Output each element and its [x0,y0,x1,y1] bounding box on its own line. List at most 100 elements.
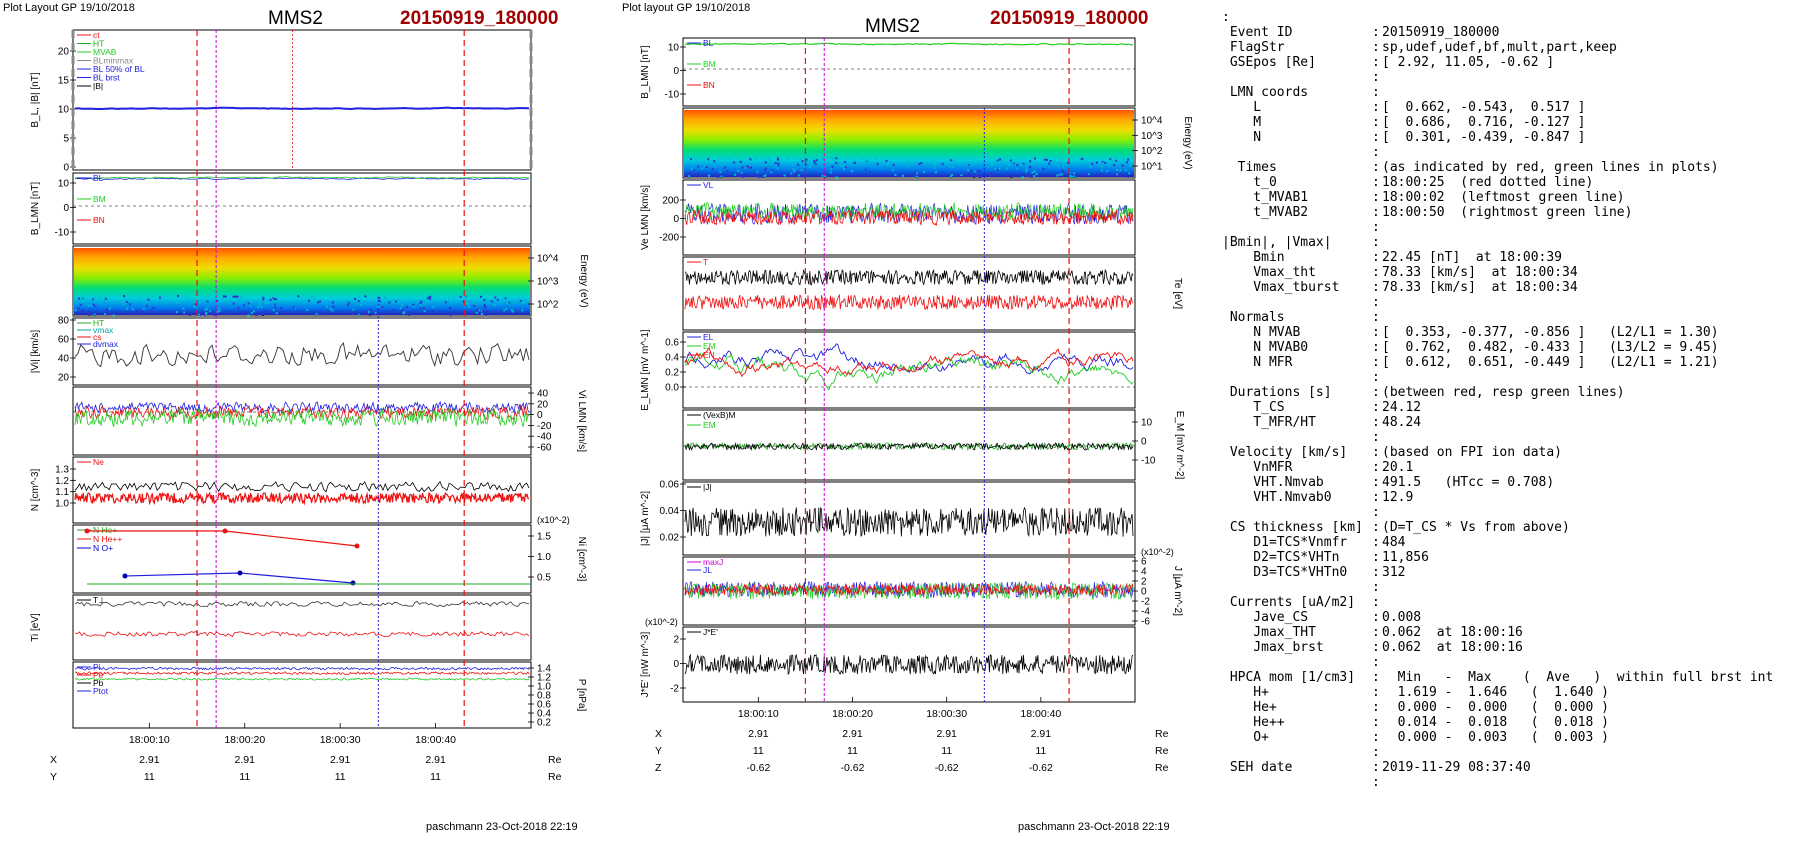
info-row: : [1222,745,1802,760]
spectrogram-pixel [1035,173,1038,176]
spectrogram-pixel [486,310,489,313]
spectrogram-pixel [804,163,807,166]
info-colon: : [1372,25,1380,40]
x-tick-label: 18:00:40 [1020,708,1061,720]
spectrogram-pixel [1069,175,1072,178]
spectrogram-pixel [240,312,243,315]
spectrogram-pixel [1070,175,1073,178]
spectrogram-pixel [764,161,767,164]
info-label: Event ID [1222,25,1293,40]
spectrogram-pixel [94,305,97,308]
panel-frame [72,386,532,456]
plot-panel: 1.5 1.0 0.5 Ni [cm^-3] (x10^-2) N He+N He++N … [72,515,587,594]
info-colon: : [1372,295,1380,310]
y-tick-label: 0.02 [660,533,680,544]
spectrogram-pixel [264,302,267,305]
y-tick-label: -2 [1141,597,1150,608]
ephemeris-label: Y [50,771,57,783]
spectrogram-pixel [844,166,847,169]
spectrogram-pixel [740,171,743,174]
spectrogram-pixel [273,303,276,306]
info-label: GSEpos [Re] [1222,55,1316,70]
y-axis-label: E_LMN [mV m^-1] [640,329,651,411]
spectrogram-pixel [331,309,334,312]
info-label: N MVAB [1222,325,1301,340]
spectrogram-pixel [357,300,360,303]
spectrogram-pixel [850,170,853,173]
spectrogram-pixel [793,173,796,176]
info-label: L [1222,100,1262,115]
spectrogram-pixel [1057,165,1060,168]
spectrogram-pixel [690,158,693,161]
spectrogram-pixel [523,301,526,304]
spectrogram-pixel [505,307,508,310]
y-tick-label: 10^2 [1141,146,1163,157]
ephemeris-value: -0.62 [424,788,448,790]
y-tick-label: 1.4 [537,664,551,675]
spectrogram-pixel [1113,164,1116,167]
spectrogram-pixel [1126,161,1129,164]
spectrogram-pixel [967,169,970,172]
y-tick-label: 80 [58,316,70,327]
spectrogram-pixel [175,299,178,302]
info-label: Durations [s] [1222,385,1332,400]
spectrogram-pixel [764,167,767,170]
spectrogram-pixel [813,161,816,164]
spectrogram-pixel [1081,157,1084,160]
spectrogram-pixel [864,168,867,171]
spectrogram-pixel [134,311,137,314]
info-label: Jave_CS [1222,610,1309,625]
y-tick-label: -60 [537,443,552,454]
spectrogram-pixel [152,306,155,309]
spectrogram-pixel [874,157,877,160]
spectrogram-pixel [250,311,253,314]
spectrogram-pixel [232,295,235,298]
spectrogram-pixel [703,174,706,177]
spectrogram-pixel [218,309,221,312]
y-tick-label: 0.6 [537,700,551,711]
info-colon: : [1372,40,1380,55]
series-line [74,176,530,180]
spectrogram-pixel [315,313,318,316]
ephemeris-label: X [655,728,662,740]
info-label [1222,505,1372,520]
spectrogram-pixel [756,171,759,174]
spectrogram-pixel [697,172,700,175]
spectrogram-pixel [363,311,366,314]
spectrogram-pixel [175,311,178,314]
y-tick-label: 0 [673,214,679,225]
spectrogram-pixel [1075,162,1078,165]
spectrogram-pixel [275,300,278,303]
spectrogram-pixel [822,157,825,160]
y-tick-label: 10^1 [1141,162,1163,173]
spectrogram-pixel [240,295,243,298]
spectrogram-pixel [258,298,261,301]
series-line [74,480,530,493]
spectrogram-pixel [475,311,478,314]
info-row: FlagStr: sp,udef,udef,bf,mult,part,keep [1222,40,1802,55]
plot-panel: 10 0 -10 B_LMN [nT] BL BM BN [640,37,1136,107]
ephemeris-value: 11 [753,745,764,757]
spectrogram-pixel [504,297,507,300]
spectrogram-pixel [990,164,993,167]
info-value: 20.1 [1382,460,1414,475]
spectrogram-pixel [432,306,435,309]
y-tick-label: 0 [1141,437,1147,448]
spectrogram-pixel [1118,173,1121,176]
spectrogram-pixel [295,299,298,302]
spectrogram-pixel [213,314,216,317]
info-row: VHT.Nmvab:491.5 (HTcc = 0.708) [1222,475,1802,490]
spectrogram-pixel [354,297,357,300]
info-colon: : [1372,625,1380,640]
info-label [1222,580,1372,595]
spectrogram-pixel [1033,157,1036,160]
spectrogram-pixel [378,299,381,302]
info-row: N MVAB0:[ 0.762, 0.482, -0.433 ] (L3/L2 … [1222,340,1802,355]
legend-label: Pb [93,678,104,688]
spectrogram-pixel [860,157,863,160]
y-tick-label: -10 [1141,456,1156,467]
spectrogram-pixel [369,308,372,311]
spectrogram-pixel [521,301,524,304]
spectrogram-pixel [752,173,755,176]
